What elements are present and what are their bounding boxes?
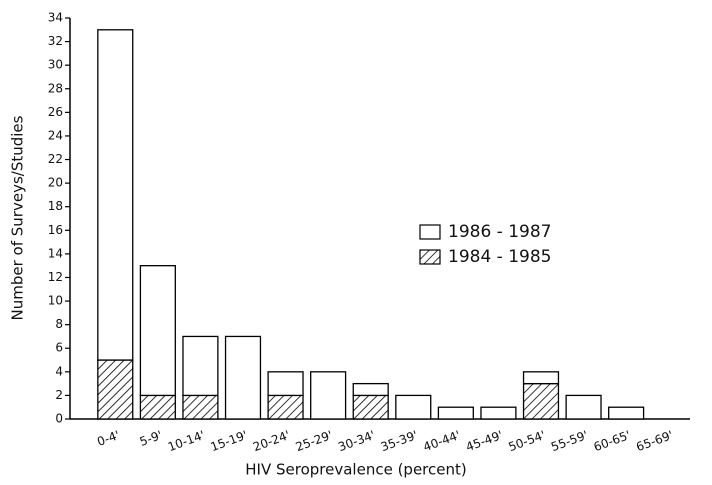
y-tick-label: 6 [55,341,63,355]
bar-segment [97,29,134,361]
bar-segment [224,335,262,420]
y-tick-label: 30 [48,58,63,72]
y-tick-label: 24 [48,128,63,142]
y-tick-label: 18 [48,199,63,213]
bar-segment [139,265,176,397]
legend-swatch [419,249,441,265]
bar-segment [182,335,219,397]
bar-segment [395,394,432,420]
y-tick-label: 0 [55,412,63,426]
x-tick-label: 50-54' [507,428,548,454]
bar-segment [139,394,176,420]
x-tick-label: 5-9' [138,428,164,449]
x-axis-title: HIV Seroprevalence (percent) [245,461,466,479]
x-tick-label: 10-14' [166,428,207,454]
bar-segment [480,406,517,420]
legend-label: 1986 - 1987 [448,222,551,242]
y-tick-label: 32 [48,34,63,48]
y-tick-label: 2 [55,388,63,402]
y-tick-label: 26 [48,105,63,119]
y-tick-label: 34 [48,11,63,25]
bar-segment [608,406,645,420]
bar-segment [267,394,304,420]
y-tick-label: 8 [55,317,63,331]
legend-swatch [419,224,441,240]
bar-segment [522,371,560,385]
bar-segment [310,371,347,420]
bar-segment [437,406,474,420]
x-tick-label: 30-34' [336,428,377,454]
y-tick-label: 22 [48,152,63,166]
x-tick-label: 25-29' [294,428,335,454]
y-tick-label: 12 [48,270,63,284]
bar-segment [352,382,389,397]
x-tick-label: 0-4' [95,428,121,449]
x-tick-label: 35-39' [379,428,420,454]
bar-segment [97,359,134,420]
y-tick-label: 10 [48,294,63,308]
bar-segment [182,394,219,420]
x-tick-label: 55-59' [549,428,590,454]
x-tick-label: 20-24' [251,428,292,454]
y-tick-label: 20 [48,176,63,190]
bar-segment [522,382,560,420]
legend-label: 1984 - 1985 [448,247,551,267]
x-tick-label: 65-69' [634,428,675,454]
y-tick-label: 4 [55,364,63,378]
x-tick-label: 15-19' [209,428,250,454]
y-tick-label: 28 [48,81,63,95]
x-tick-label: 45-49' [464,428,505,454]
x-tick-label: 40-44' [421,428,462,454]
bar-segment [267,371,304,397]
y-axis-title: Number of Surveys/Studies [9,115,27,320]
bar-segment [352,394,389,420]
bar-segment [565,394,602,420]
y-tick-label: 14 [48,246,63,260]
x-tick-label: 60-65' [592,428,633,454]
y-tick-label: 16 [48,223,63,237]
